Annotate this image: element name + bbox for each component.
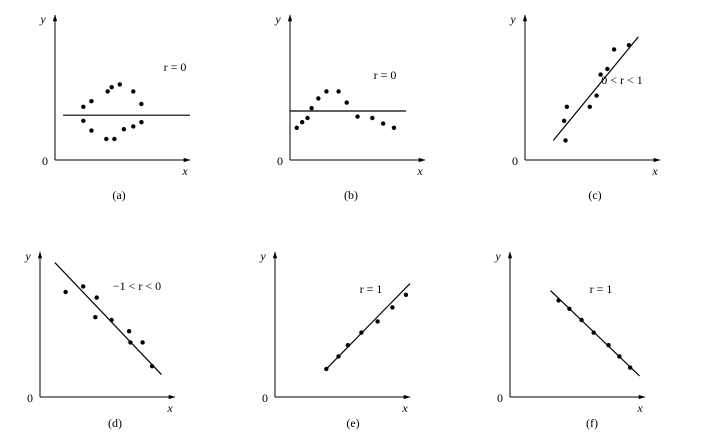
point bbox=[587, 104, 592, 110]
caption: (e) bbox=[346, 416, 359, 430]
point bbox=[579, 317, 584, 323]
point bbox=[390, 305, 395, 310]
point bbox=[112, 136, 117, 142]
point bbox=[131, 89, 136, 94]
point bbox=[89, 99, 94, 104]
point bbox=[316, 96, 321, 101]
caption: (b) bbox=[344, 188, 358, 202]
point bbox=[617, 354, 622, 359]
point bbox=[403, 292, 409, 297]
point bbox=[93, 315, 98, 320]
caption: (c) bbox=[588, 188, 601, 202]
point bbox=[81, 104, 86, 110]
x-axis-label: x bbox=[416, 164, 423, 178]
x-axis-label: x bbox=[651, 164, 658, 178]
point bbox=[63, 289, 68, 295]
point bbox=[309, 106, 314, 111]
origin-label: 0 bbox=[512, 154, 518, 168]
point bbox=[128, 340, 133, 345]
y-axis-label: y bbox=[274, 12, 281, 26]
point bbox=[605, 66, 610, 72]
caption: (d) bbox=[108, 416, 122, 430]
fit-line bbox=[54, 262, 162, 376]
point bbox=[561, 118, 567, 124]
annotation: r = 0 bbox=[374, 68, 397, 82]
point bbox=[355, 114, 360, 119]
annotation: 0 < r < 1 bbox=[601, 73, 643, 87]
annotation: r = 1 bbox=[590, 282, 613, 296]
y-axis-label: y bbox=[39, 12, 46, 26]
point bbox=[564, 104, 570, 110]
point bbox=[94, 295, 99, 300]
point bbox=[126, 329, 132, 334]
point bbox=[375, 319, 380, 324]
annotation: r = 1 bbox=[360, 282, 383, 296]
point bbox=[594, 93, 599, 98]
point bbox=[139, 120, 144, 125]
point bbox=[598, 72, 603, 77]
point bbox=[109, 85, 114, 90]
point bbox=[324, 89, 329, 94]
point bbox=[131, 124, 136, 129]
point bbox=[606, 343, 611, 348]
point bbox=[626, 43, 632, 48]
point bbox=[591, 330, 596, 335]
point bbox=[370, 115, 375, 121]
caption: (f) bbox=[586, 416, 598, 430]
x-axis-label: x bbox=[181, 164, 188, 178]
point bbox=[105, 89, 110, 94]
x-axis-label: x bbox=[166, 401, 173, 415]
point bbox=[627, 365, 633, 370]
x-axis-label: x bbox=[401, 401, 408, 415]
point bbox=[104, 136, 109, 142]
caption: (a) bbox=[112, 188, 125, 202]
point bbox=[121, 127, 127, 132]
point bbox=[81, 284, 86, 289]
point bbox=[563, 138, 568, 143]
annotation: r = 0 bbox=[164, 60, 187, 74]
point bbox=[299, 120, 305, 125]
y-axis-label: y bbox=[24, 249, 31, 263]
point bbox=[359, 330, 364, 335]
y-axis-label: y bbox=[509, 12, 516, 26]
point bbox=[556, 298, 561, 303]
point bbox=[567, 306, 572, 311]
y-axis-label: y bbox=[494, 249, 501, 263]
origin-label: 0 bbox=[42, 154, 48, 168]
point bbox=[81, 118, 86, 124]
x-axis-label: x bbox=[636, 401, 643, 415]
point bbox=[117, 82, 123, 87]
point bbox=[149, 364, 155, 369]
point bbox=[344, 100, 349, 105]
point bbox=[139, 101, 144, 107]
annotation: −1 < r < 0 bbox=[113, 279, 161, 293]
point bbox=[140, 340, 145, 345]
point bbox=[336, 89, 341, 94]
point bbox=[391, 125, 397, 130]
origin-label: 0 bbox=[27, 391, 33, 405]
origin-label: 0 bbox=[497, 391, 503, 405]
point bbox=[109, 317, 114, 323]
point bbox=[345, 343, 351, 348]
fit-line bbox=[552, 36, 639, 141]
point bbox=[336, 354, 341, 359]
point bbox=[89, 128, 94, 133]
point bbox=[294, 125, 299, 130]
origin-label: 0 bbox=[277, 154, 283, 168]
point bbox=[380, 121, 386, 126]
point bbox=[324, 366, 329, 372]
point bbox=[611, 47, 617, 52]
y-axis-label: y bbox=[259, 249, 266, 263]
point bbox=[305, 115, 310, 121]
origin-label: 0 bbox=[262, 391, 268, 405]
